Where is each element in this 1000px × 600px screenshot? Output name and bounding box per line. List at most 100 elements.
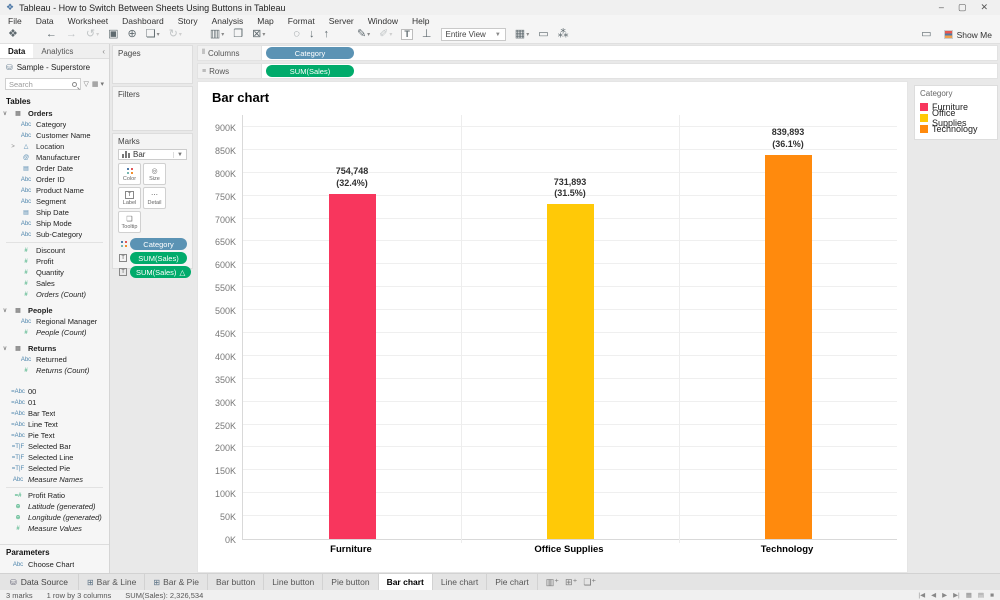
sheet-tab-bar-line[interactable]: ⊞ Bar & Line [79,574,146,590]
field-profit-ratio[interactable]: =# Profit Ratio [0,490,109,501]
clear-sheet-icon[interactable]: ⊠ ▾ [252,28,266,40]
highlight-icon[interactable]: ✎ ▾ [356,28,371,40]
auto-update-icon[interactable]: ↻ ▾ [168,28,182,40]
page-nav-icon-3[interactable]: ▶| [953,592,960,599]
marks-pill-sum-sales-[interactable]: SUM(Sales) [130,252,187,264]
field-quantity[interactable]: # Quantity [0,267,109,278]
columns-shelf[interactable]: ⫴ Columns Category [197,45,998,61]
field-regional-manager[interactable]: Abc Regional Manager [0,316,109,327]
bar-office-supplies[interactable] [546,203,594,539]
expander-icon[interactable]: > [11,143,15,150]
mark-type-dropdown[interactable]: Bar ▼ [118,149,187,160]
field-ship-date[interactable]: ▤ Ship Date [0,207,109,218]
bar-furniture[interactable] [328,193,376,539]
detail-button[interactable]: ⋯ Detail [143,187,166,209]
new-worksheet-icon[interactable]: ▥ ▾ [209,28,225,40]
menu-dashboard[interactable]: Dashboard [122,15,164,26]
sheet-tab-bar-pie[interactable]: ⊞ Bar & Pie [145,574,208,590]
page-nav-icon-2[interactable]: ▶ [942,592,948,599]
field-customer-name[interactable]: Abc Customer Name [0,130,109,141]
table-group-orders[interactable]: ∨ ▦ Orders [0,108,109,119]
menu-server[interactable]: Server [328,15,354,26]
view-mode-icon-2[interactable]: ■ [990,591,994,599]
sheet-tab-line-chart[interactable]: Line chart [433,574,488,590]
pages-shelf[interactable]: Pages [112,45,193,84]
field-location[interactable]: > △ Location [0,141,109,152]
field-returned[interactable]: Abc Returned [0,354,109,365]
replay-icon[interactable]: ↺ ▾ [85,28,100,40]
field-selected-bar[interactable]: =T|F Selected Bar [0,441,109,452]
menu-file[interactable]: File [8,15,22,26]
field-sub-category[interactable]: Abc Sub-Category [0,229,109,240]
field-measure-values[interactable]: # Measure Values [0,523,109,534]
field-people-count-[interactable]: # People (Count) [0,327,109,338]
legend-entry-furniture[interactable]: Furniture [920,101,992,112]
columns-pill-category[interactable]: Category [266,47,354,59]
color-button[interactable]: Color [118,163,141,185]
field-order-date[interactable]: ▤ Order Date [0,163,109,174]
sheet-tab-bar-button[interactable]: Bar button [208,574,265,590]
collapse-group-icon[interactable]: ∨ [2,111,8,117]
bar-technology[interactable] [764,154,812,539]
presentation-mode-icon[interactable]: ▭ [538,28,549,40]
label-button[interactable]: T Label [118,187,141,209]
field-order-id[interactable]: Abc Order ID [0,174,109,185]
field-ship-mode[interactable]: Abc Ship Mode [0,218,109,229]
new-worksheet-icon[interactable]: ▥⁺ [545,576,560,587]
field-measure-names[interactable]: Abc Measure Names [0,474,109,485]
marks-pill-sum-sales-[interactable]: SUM(Sales) △ [130,266,192,278]
collapse-group-icon[interactable]: ∨ [2,308,8,314]
field-longitude-generated-[interactable]: ⊕ Longitude (generated) [0,512,109,523]
show-mark-labels-icon[interactable]: T [401,29,413,40]
field-profit[interactable]: # Profit [0,256,109,267]
sheet-tab-pie-chart[interactable]: Pie chart [487,574,538,590]
format-workbook-icon[interactable]: ✐ ▾ [379,28,393,40]
save-icon[interactable]: ▣ [108,28,119,40]
rows-shelf[interactable]: ≡ Rows SUM(Sales) [197,63,998,79]
tab-data-source[interactable]: ⛁ Data Source [0,574,79,590]
sheet-tab-pie-button[interactable]: Pie button [323,574,379,590]
field-product-name[interactable]: Abc Product Name [0,185,109,196]
sheet-tab-line-button[interactable]: Line button [264,574,324,590]
field-01[interactable]: =Abc 01 [0,397,109,408]
tooltip-button[interactable]: ❑ Tooltip [118,211,141,233]
tableau-logo-icon[interactable]: ❖ [8,28,18,40]
field-discount[interactable]: # Discount [0,245,109,256]
field-sales[interactable]: # Sales [0,278,109,289]
back-icon[interactable]: ← [45,28,57,40]
menu-help[interactable]: Help [412,15,430,26]
new-story-icon[interactable]: ❏⁺ [583,576,597,587]
group-members-icon[interactable]: ◌ [293,28,300,40]
field-latitude-generated-[interactable]: ⊕ Latitude (generated) [0,501,109,512]
field-00[interactable]: =Abc 00 [0,386,109,397]
close-button[interactable]: ✕ [980,2,988,12]
field-segment[interactable]: Abc Segment [0,196,109,207]
field-choose-chart[interactable]: Abc Choose Chart [0,559,109,570]
table-group-returns[interactable]: ∨ ▦ Returns [0,343,109,354]
collapse-pane-icon[interactable]: ‹ [102,46,105,56]
show-me-button[interactable]: Show Me [943,30,992,40]
maximize-button[interactable]: ▢ [957,2,967,12]
rows-pill-sum-sales-[interactable]: SUM(Sales) [266,65,354,77]
menu-format[interactable]: Format [287,15,315,26]
add-data-source-icon[interactable]: ⊕ [127,28,137,40]
menu-map[interactable]: Map [257,15,274,26]
fit-dropdown[interactable]: Entire View ▼ [440,28,506,41]
field-returns-count-[interactable]: # Returns (Count) [0,365,109,376]
legend-entry-technology[interactable]: Technology [920,123,992,134]
menu-window[interactable]: Window [367,15,398,26]
field-manufacturer[interactable]: @ Manufacturer [0,152,109,163]
new-file-icon[interactable]: ❏ ▾ [145,28,160,40]
field-orders-count-[interactable]: # Orders (Count) [0,289,109,300]
share-icon[interactable]: ⁂ [557,28,569,40]
show-hide-cards-icon[interactable]: ▦ ▾ [514,28,530,40]
minimize-button[interactable]: – [938,2,944,12]
field-pie-text[interactable]: =Abc Pie Text [0,430,109,441]
data-source-connection[interactable]: ⛁ Sample - Superstore [0,59,109,76]
filter-fields-icon[interactable]: ▽ [83,81,89,88]
search-input[interactable]: Search [5,78,81,90]
fix-axes-icon[interactable]: ⊥ [421,28,432,40]
tooltip-mode-icon[interactable]: ▭ [921,28,932,40]
field-selected-line[interactable]: =T|F Selected Line [0,452,109,463]
view-options-icon[interactable]: ▦ ▾ [91,81,104,88]
